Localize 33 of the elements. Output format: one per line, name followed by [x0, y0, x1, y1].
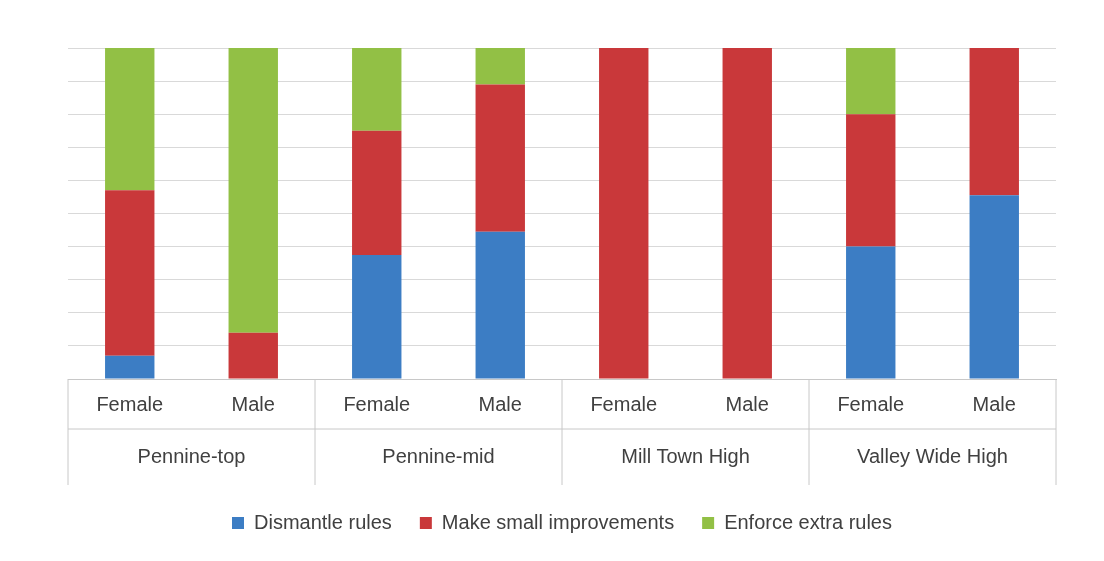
x-tick-label: Female — [343, 392, 411, 415]
bar — [352, 48, 402, 131]
text: Pennine-top — [137, 444, 246, 467]
bar — [846, 48, 896, 115]
x-tick-label: Male — [972, 392, 1016, 415]
bar — [228, 332, 278, 379]
bar — [475, 231, 525, 379]
bar — [846, 114, 896, 247]
text: Pennine-mid — [382, 444, 495, 467]
legend-label: Enforce extra rules — [724, 510, 892, 533]
bar — [475, 48, 525, 85]
text: Mill Town High — [621, 444, 750, 467]
bar — [228, 48, 278, 333]
bar — [722, 48, 772, 379]
x-tick-label: Male — [478, 392, 522, 415]
x-tick-label: Female — [96, 392, 164, 415]
x-tick-label: Female — [837, 392, 905, 415]
bar — [105, 355, 155, 379]
bar — [105, 190, 155, 356]
x-tick-label: Female — [590, 392, 658, 415]
bar — [352, 254, 402, 379]
bar — [599, 48, 649, 379]
text: Valley Wide High — [857, 444, 1008, 467]
x-tick-label: Male — [725, 392, 769, 415]
bar — [969, 48, 1019, 196]
x-tick-label: Male — [231, 392, 275, 415]
bar — [352, 130, 402, 255]
bar — [846, 246, 896, 379]
legend-label: Dismantle rules — [254, 510, 392, 533]
bar — [105, 48, 155, 191]
legend-label: Make small improvements — [441, 510, 675, 533]
bar — [475, 84, 525, 232]
bar — [969, 195, 1019, 379]
